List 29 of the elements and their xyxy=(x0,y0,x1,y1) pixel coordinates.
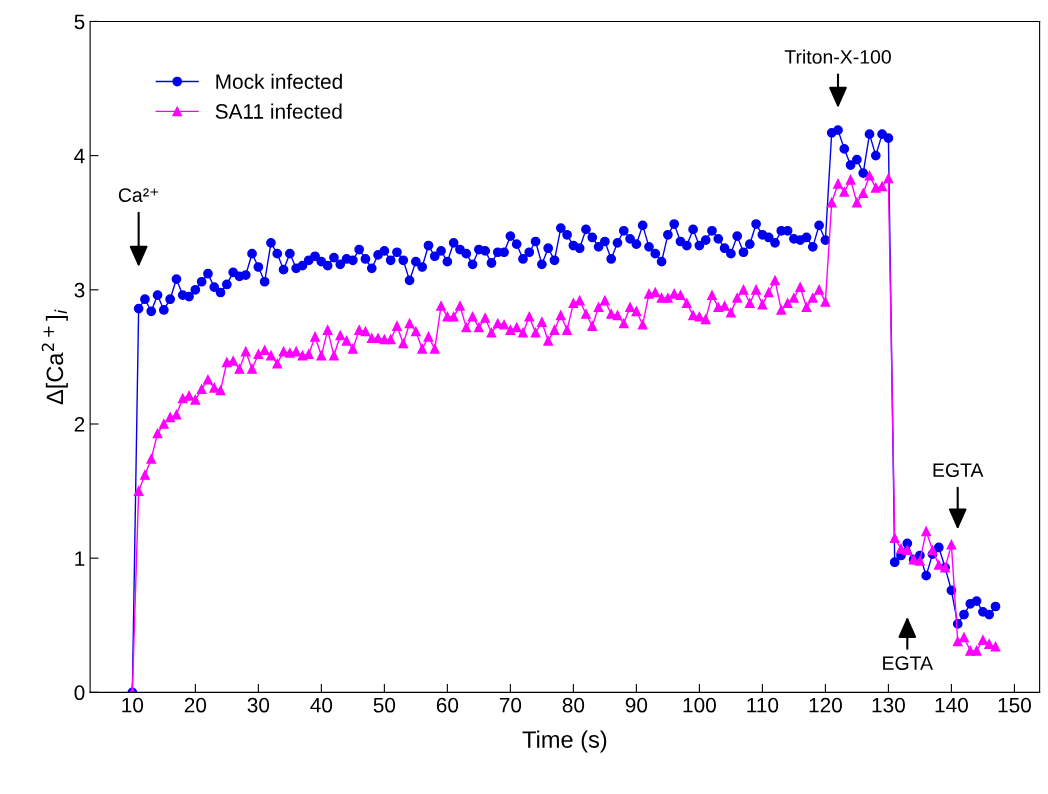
annotation: Triton-X-100 xyxy=(784,49,891,64)
y-tick-label: 1 xyxy=(75,551,85,566)
y-axis-title: Δ[Ca$^{2+}$]$_{i}$ xyxy=(41,309,68,405)
y-tick-label: 0 xyxy=(74,685,85,701)
x-tick-label: 10 xyxy=(122,697,144,713)
x-tick-label: 30 xyxy=(247,697,270,713)
x-tick-label: 150 xyxy=(998,697,1031,713)
legend-label: SA11 infected xyxy=(215,103,342,119)
x-tick-label: 40 xyxy=(310,697,333,713)
x-tick-label: 20 xyxy=(184,697,207,713)
y-tick-label: 3 xyxy=(74,282,85,298)
x-tick-label: 50 xyxy=(373,697,396,713)
x-tick-label: 110 xyxy=(747,697,779,713)
annotation: EGTA xyxy=(883,656,934,670)
x-tick-label: 60 xyxy=(436,697,459,713)
x-tick-label: 90 xyxy=(625,697,648,713)
y-tick-label: 4 xyxy=(74,148,85,164)
annotation: EGTA xyxy=(933,463,984,478)
y-tick-label: 2 xyxy=(74,417,85,432)
y-tick-label: 5 xyxy=(74,14,85,30)
x-tick-label: 130 xyxy=(872,697,905,713)
x-tick-label: 120 xyxy=(809,697,842,713)
x-tick-label: 80 xyxy=(562,697,585,713)
x-tick-label: 100 xyxy=(683,697,716,713)
legend-label: Mock infected xyxy=(216,73,342,90)
x-tick-label: 70 xyxy=(499,697,522,713)
x-axis-title: Time (s) xyxy=(522,730,607,753)
annotation: Ca²⁺ xyxy=(118,188,159,202)
x-tick-label: 140 xyxy=(935,697,968,713)
